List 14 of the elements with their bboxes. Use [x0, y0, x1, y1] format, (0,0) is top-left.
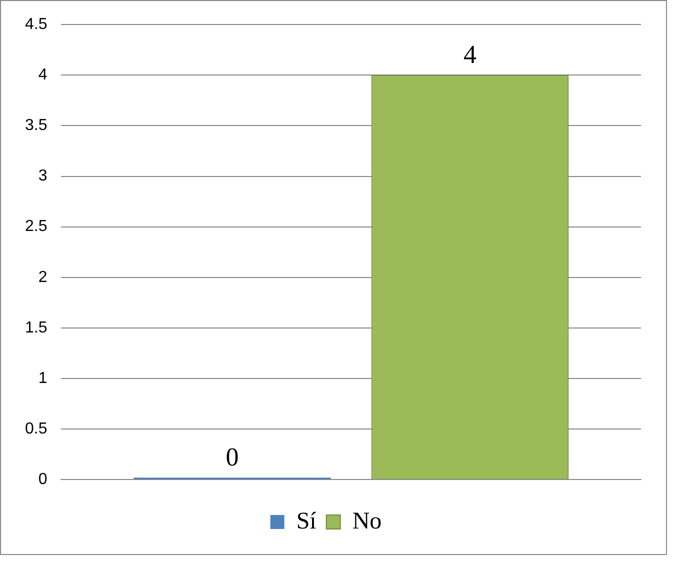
data-label: 4 [463, 40, 476, 69]
y-tick-label: 0.5 [24, 420, 48, 438]
y-tick-label: 2 [38, 268, 48, 286]
y-tick-label: 1.5 [24, 319, 48, 336]
y-tick-label: 2.5 [24, 218, 48, 236]
y-tick-label: 4.5 [24, 16, 48, 34]
y-tick-label: 4 [38, 66, 48, 84]
legend-label: No [352, 508, 382, 534]
y-tick-label: 3.5 [24, 117, 48, 134]
y-tick-label: 3 [38, 168, 48, 185]
y-tick-label: 0 [38, 471, 48, 488]
data-label: 0 [226, 442, 239, 472]
legend-label: Sí [296, 508, 317, 534]
y-tick-label: 1 [38, 370, 48, 387]
